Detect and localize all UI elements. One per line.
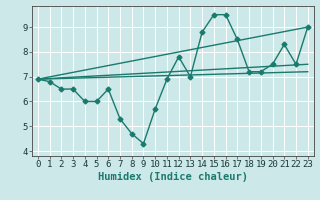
X-axis label: Humidex (Indice chaleur): Humidex (Indice chaleur): [98, 172, 248, 182]
